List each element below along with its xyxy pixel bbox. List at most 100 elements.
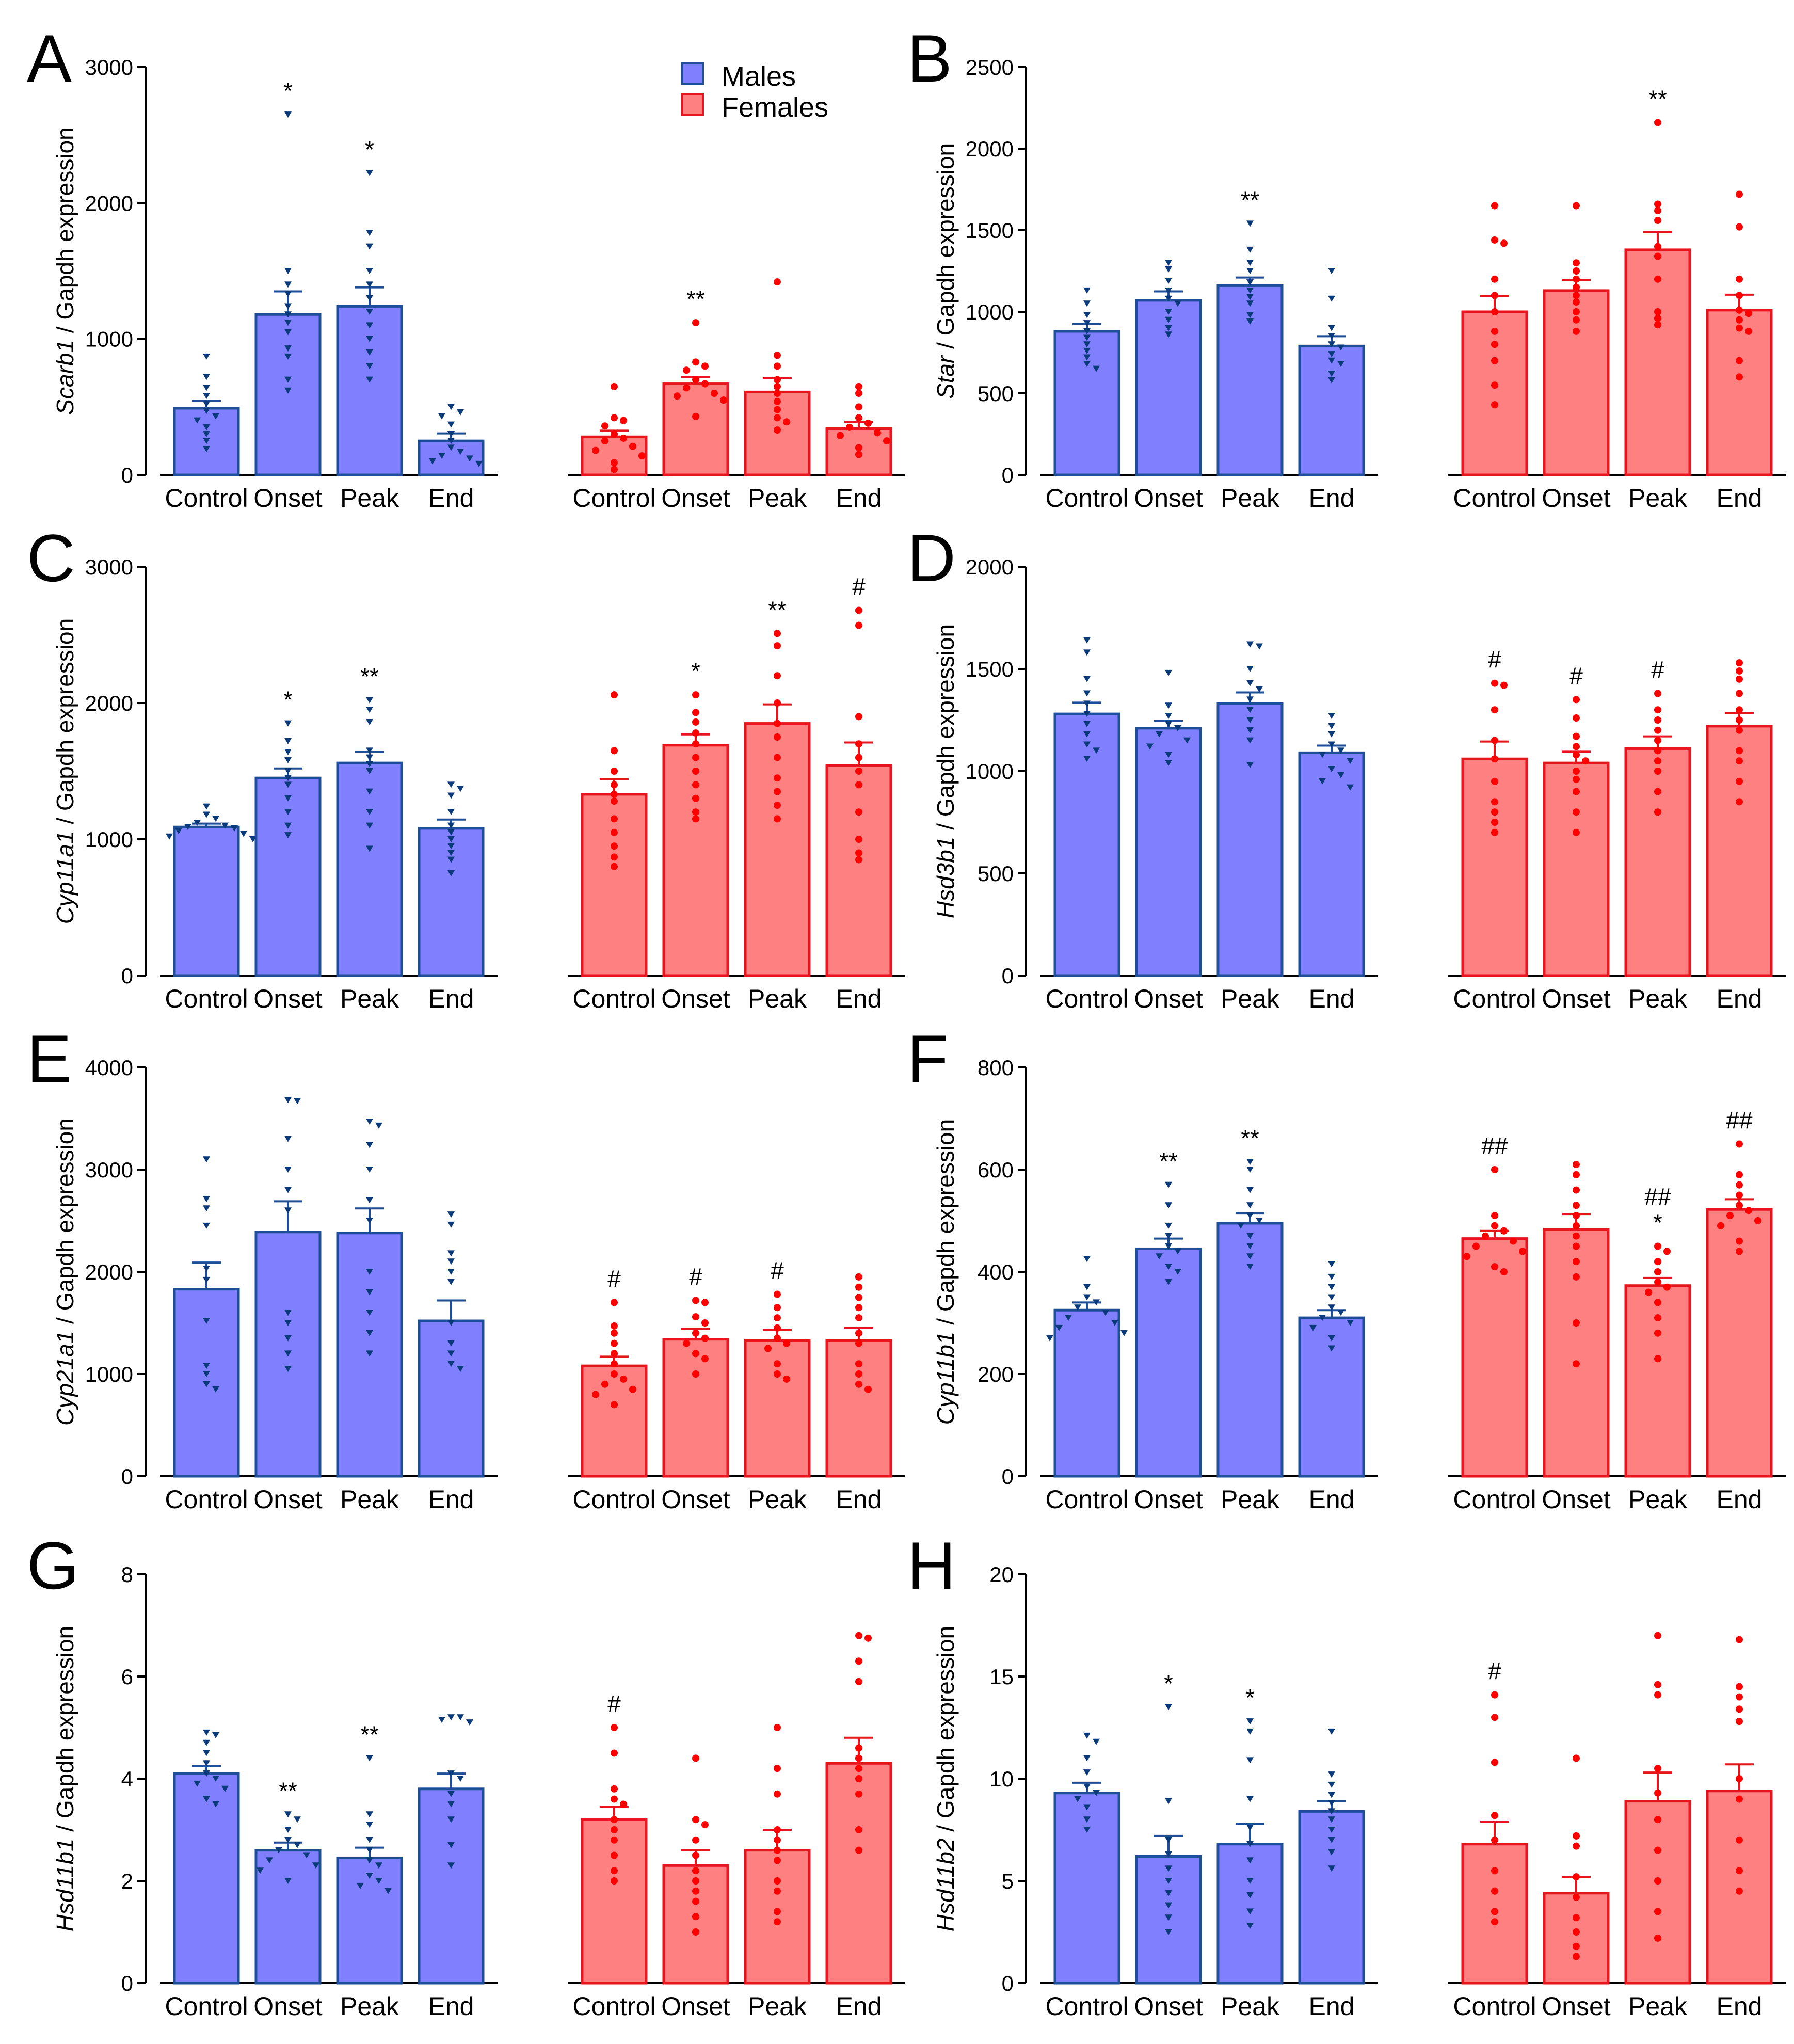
significance-mark: *: [1653, 1209, 1662, 1236]
data-point: [1328, 1827, 1335, 1833]
data-point: [1573, 788, 1580, 795]
y-tick-label: 1000: [85, 327, 133, 352]
data-point: [774, 1826, 781, 1833]
data-point: [1500, 1268, 1508, 1275]
bar: [336, 761, 403, 977]
data-point: [303, 1852, 310, 1859]
data-point: [855, 849, 862, 857]
legend: Males Females: [681, 61, 828, 123]
data-point: [438, 413, 445, 420]
data-point: [692, 1867, 699, 1875]
data-point: [774, 1290, 781, 1298]
y-tick-label: 4: [121, 1767, 133, 1791]
data-point: [357, 1882, 364, 1889]
significance-mark: **: [360, 663, 379, 690]
significance-mark: #: [1488, 646, 1501, 673]
data-point: [1573, 1953, 1580, 1960]
data-point: [1165, 331, 1172, 338]
data-point: [175, 828, 182, 835]
data-point: [1246, 318, 1254, 325]
data-point: [1083, 300, 1091, 307]
data-point: [629, 442, 636, 450]
data-point: [266, 1857, 273, 1864]
data-point: [1246, 762, 1254, 769]
y-tick-label: 800: [978, 1056, 1014, 1080]
y-axis-suffix: / Gapdh expression: [52, 618, 78, 831]
bar: [1624, 248, 1691, 476]
data-point: [284, 809, 292, 816]
data-point: [1102, 1310, 1109, 1316]
panel-F: F 0 200 400 600 800 Cyp11b1 / Gapdh expression…: [907, 1021, 1786, 1514]
x-category-label: Peak: [1221, 1992, 1280, 2021]
data-point: [1165, 266, 1172, 273]
data-point: [855, 1360, 862, 1368]
data-point: [1083, 711, 1091, 717]
data-point: [447, 850, 455, 856]
bar: [1216, 1222, 1284, 1478]
data-point: [1736, 667, 1743, 675]
data-point: [447, 870, 455, 876]
data-point: [1246, 294, 1254, 300]
data-point: [1654, 716, 1661, 724]
data-point: [1573, 696, 1580, 704]
y-axis-gene: Hsd11b2: [932, 1838, 959, 1931]
data-point: [1256, 1218, 1263, 1224]
data-point: [1083, 1816, 1091, 1823]
data-point: [692, 319, 699, 327]
data-point: [1654, 757, 1661, 765]
bar: [1706, 725, 1773, 977]
data-point: [611, 1329, 618, 1337]
data-point: [284, 1335, 292, 1342]
data-point: [1328, 731, 1335, 738]
data-point: [1246, 1857, 1254, 1864]
data-point: [1736, 1191, 1743, 1199]
x-category-label: End: [428, 1992, 474, 2021]
data-point: [1573, 1842, 1580, 1850]
data-point: [366, 697, 373, 704]
data-point: [1654, 808, 1661, 816]
data-point: [774, 1877, 781, 1885]
data-point: [366, 1330, 373, 1336]
data-point: [1246, 680, 1254, 686]
data-point: [203, 1760, 210, 1767]
data-point: [1347, 758, 1354, 764]
panel-letter: E: [27, 1021, 72, 1096]
data-point: [366, 754, 373, 761]
x-category-label: Onset: [1134, 984, 1203, 1013]
data-point: [1500, 681, 1508, 689]
data-point: [1074, 1304, 1081, 1311]
data-point: [1237, 1222, 1244, 1229]
data-point: [203, 1205, 210, 1212]
data-point: [385, 1888, 392, 1894]
data-point: [1337, 1310, 1344, 1316]
data-point: [692, 709, 699, 716]
data-point: [855, 1790, 862, 1798]
data-point: [1736, 1836, 1743, 1844]
data-point: [1246, 300, 1254, 307]
data-point: [1083, 312, 1091, 318]
data-point: [1337, 344, 1344, 351]
data-point: [1519, 1248, 1526, 1255]
data-point: [1319, 752, 1326, 758]
panel-letter: C: [27, 520, 75, 596]
data-point: [1654, 706, 1661, 714]
data-point: [611, 1350, 618, 1358]
data-point: [774, 1836, 781, 1844]
data-point: [692, 1350, 699, 1358]
data-point: [774, 754, 781, 761]
data-point: [774, 1724, 781, 1731]
y-tick-label: 1000: [966, 759, 1014, 784]
data-point: [447, 792, 455, 799]
data-point: [1491, 1918, 1498, 1926]
x-category-label: End: [1717, 1485, 1763, 1514]
data-point: [366, 1847, 373, 1854]
data-point: [284, 353, 292, 360]
data-point: [366, 170, 373, 177]
data-point: [366, 1837, 373, 1843]
data-point: [611, 1851, 618, 1859]
data-point: [774, 642, 781, 650]
series-females: # Control Onset Peak End: [1448, 1632, 1786, 2021]
bar: [1543, 1228, 1610, 1478]
data-point: [611, 828, 618, 836]
series-males: Control ** Onset ** Peak End: [160, 1714, 498, 2021]
